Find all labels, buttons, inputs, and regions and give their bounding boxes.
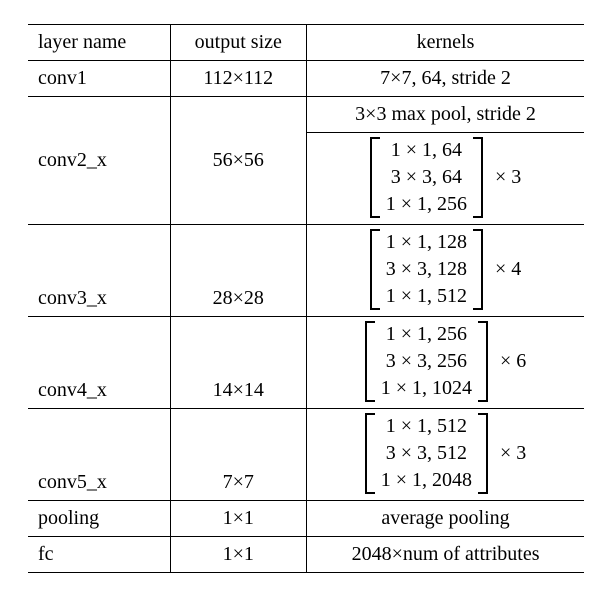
table-row: conv2_x 56×56 3×3 max pool, stride 2 — [28, 97, 584, 133]
table-container: layer name output size kernels conv1 112… — [0, 0, 612, 597]
kernel-line: 1 × 1, 64 — [389, 137, 464, 164]
kernel-line: 1 × 1, 128 — [384, 229, 469, 256]
kernel-multiplier: × 6 — [500, 350, 526, 373]
cell-layer: conv3_x — [28, 281, 170, 316]
table-row: conv4_x 14×14 1 × 1, 256 3 × 3, 256 1 × … — [28, 317, 584, 409]
cell-kernel-block: 1 × 1, 512 3 × 3, 512 1 × 1, 2048 × 3 — [307, 409, 584, 500]
cell-layer: fc — [28, 537, 170, 572]
table-header-row: layer name output size kernels — [28, 25, 584, 61]
kernel-line: 3 × 3, 64 — [389, 164, 464, 191]
header-kernels: kernels — [307, 25, 584, 60]
cell-layer: conv4_x — [28, 373, 170, 408]
cell-size: 112×112 — [171, 61, 307, 96]
table-row: conv5_x 7×7 1 × 1, 512 3 × 3, 512 1 × 1,… — [28, 409, 584, 501]
cell-layer: conv5_x — [28, 465, 170, 500]
cell-kernel-simple: 7×7, 64, stride 2 — [307, 61, 584, 96]
cell-layer: pooling — [28, 501, 170, 536]
cell-layer: conv1 — [28, 61, 170, 96]
architecture-table: layer name output size kernels conv1 112… — [28, 24, 584, 573]
kernel-bracket: 1 × 1, 512 3 × 3, 512 1 × 1, 2048 — [365, 413, 488, 494]
kernel-line: 1 × 1, 2048 — [379, 467, 474, 494]
table-row: fc 1×1 2048×num of attributes — [28, 537, 584, 573]
kernel-multiplier: × 3 — [500, 442, 526, 465]
kernel-line: 1 × 1, 512 — [384, 413, 469, 440]
cell-layer: conv2_x — [28, 143, 170, 178]
cell-kernel-pool: 3×3 max pool, stride 2 — [307, 97, 584, 132]
kernel-bracket: 1 × 1, 64 3 × 3, 64 1 × 1, 256 — [370, 137, 483, 218]
kernel-multiplier: × 3 — [495, 166, 521, 189]
kernel-line: 1 × 1, 256 — [384, 321, 469, 348]
kernel-bracket: 1 × 1, 128 3 × 3, 128 1 × 1, 512 — [370, 229, 483, 310]
kernel-line: 1 × 1, 512 — [384, 283, 469, 310]
cell-size: 7×7 — [171, 465, 307, 500]
kernel-line: 3 × 3, 256 — [384, 348, 469, 375]
header-layer: layer name — [28, 25, 170, 60]
table-row: conv1 112×112 7×7, 64, stride 2 — [28, 61, 584, 97]
kernel-line: 1 × 1, 256 — [384, 191, 469, 218]
cell-kernel-simple: average pooling — [307, 501, 584, 536]
cell-kernel-block: 1 × 1, 256 3 × 3, 256 1 × 1, 1024 × 6 — [307, 317, 584, 408]
cell-size: 56×56 — [171, 143, 307, 178]
kernel-bracket: 1 × 1, 256 3 × 3, 256 1 × 1, 1024 — [365, 321, 488, 402]
cell-kernel-block: 1 × 1, 64 3 × 3, 64 1 × 1, 256 × 3 — [307, 133, 584, 224]
table-row: pooling 1×1 average pooling — [28, 501, 584, 537]
kernel-line: 3 × 3, 128 — [384, 256, 469, 283]
cell-kernel-simple: 2048×num of attributes — [307, 537, 584, 572]
cell-size: 1×1 — [171, 537, 307, 572]
cell-size: 1×1 — [171, 501, 307, 536]
cell-size: 28×28 — [171, 281, 307, 316]
table-row: conv3_x 28×28 1 × 1, 128 3 × 3, 128 1 × … — [28, 225, 584, 317]
cell-kernel-block: 1 × 1, 128 3 × 3, 128 1 × 1, 512 × 4 — [307, 225, 584, 316]
kernel-multiplier: × 4 — [495, 258, 521, 281]
kernel-line: 1 × 1, 1024 — [379, 375, 474, 402]
cell-size: 14×14 — [171, 373, 307, 408]
kernel-line: 3 × 3, 512 — [384, 440, 469, 467]
header-size: output size — [171, 25, 307, 60]
